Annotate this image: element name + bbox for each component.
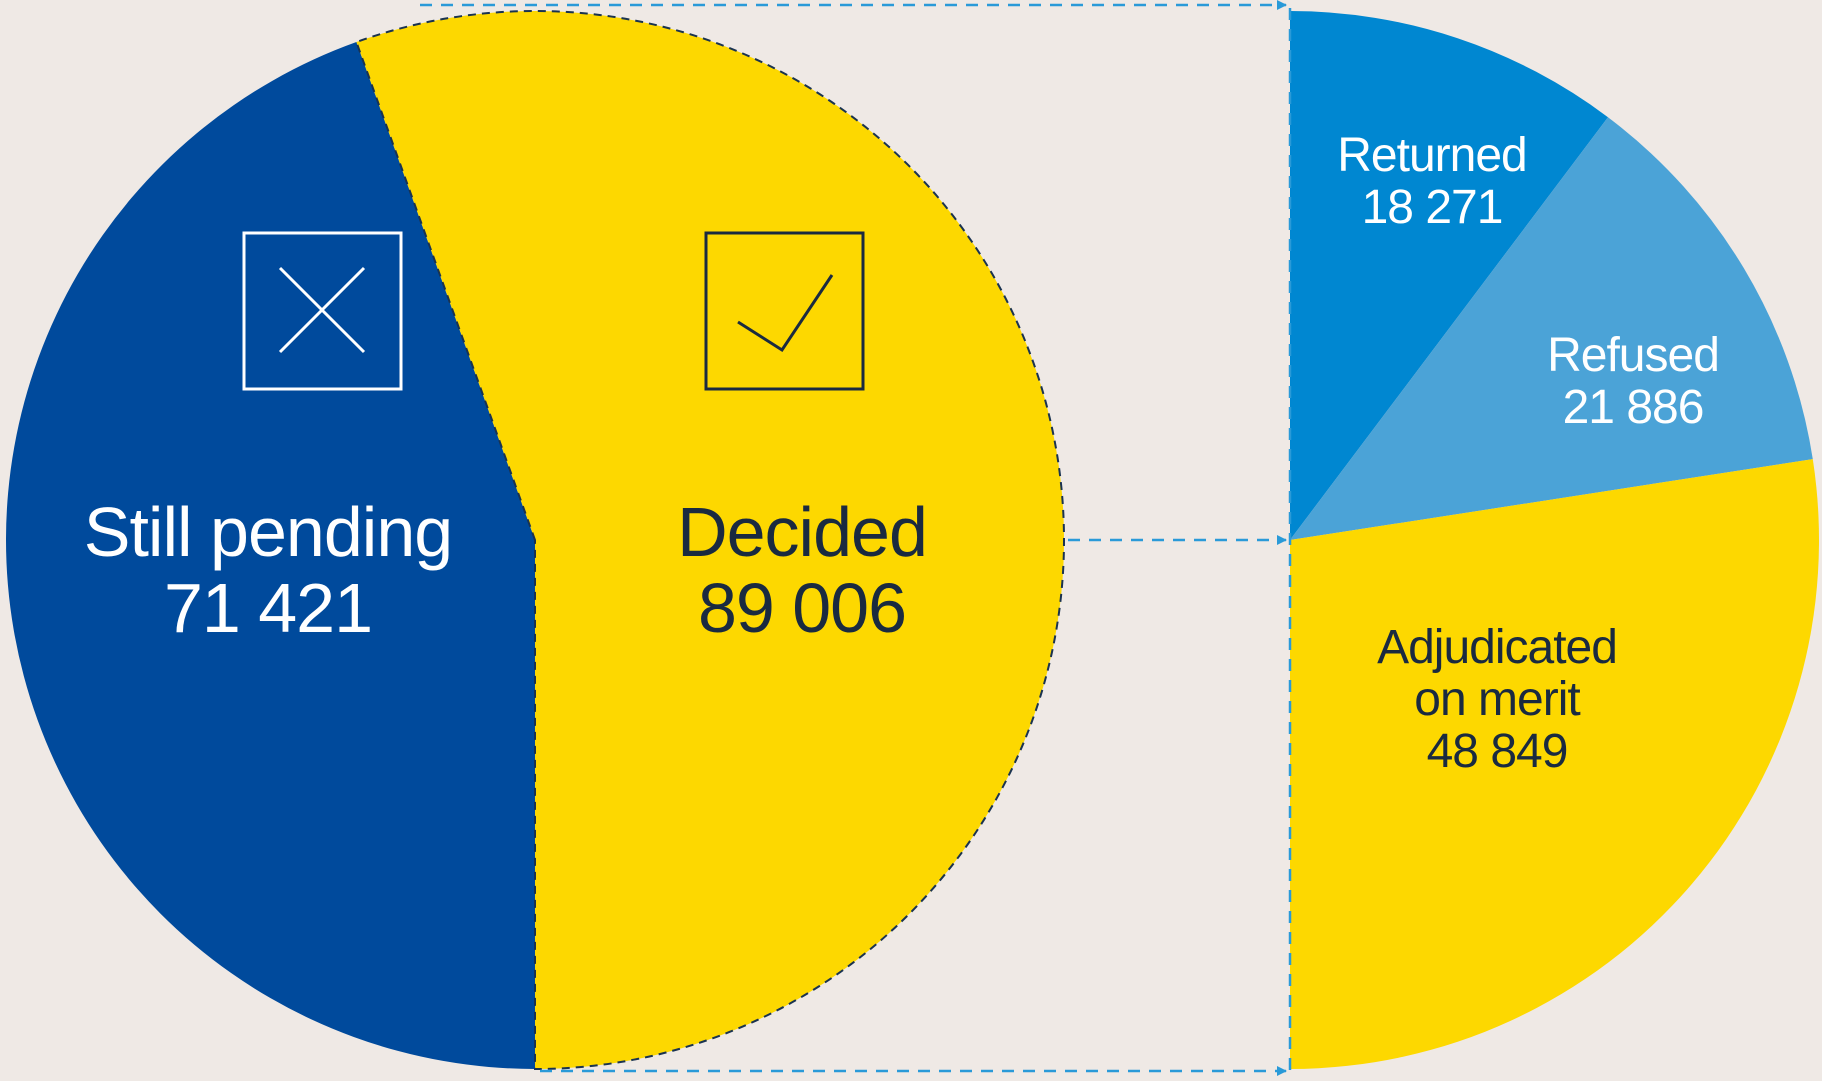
category-label: Refused: [1547, 329, 1720, 382]
value-label: 71 421: [163, 568, 373, 647]
icon-cross: [242, 231, 403, 391]
category-label: Adjudicated on merit: [1377, 621, 1618, 726]
category-label: Returned: [1337, 129, 1527, 182]
decided-outline: [355, 10, 1065, 1071]
slice: [6, 42, 536, 1069]
slice: [1290, 117, 1813, 540]
slice-label: Still pending 71 421: [58, 493, 478, 647]
value-label: 48 849: [1426, 724, 1569, 778]
value-label: 18 271: [1361, 180, 1504, 234]
slice: [356, 10, 1065, 1069]
connectors: [420, 0, 1292, 1076]
slices: [6, 10, 1819, 1071]
category-label: Still pending: [83, 493, 453, 571]
icon-check: [704, 231, 865, 391]
slice-label: Decided 89 006: [592, 493, 1012, 647]
category-label: Decided: [677, 493, 928, 571]
value-label: 21 886: [1562, 380, 1705, 434]
slice-label: Returned 18 271: [1282, 130, 1582, 234]
value-label: 89 006: [697, 568, 907, 647]
slice-label: Refused 21 886: [1483, 330, 1783, 434]
slice: [1290, 459, 1819, 1069]
slice-label: Adjudicated on merit 48 849: [1347, 622, 1647, 777]
slice: [1290, 11, 1608, 540]
